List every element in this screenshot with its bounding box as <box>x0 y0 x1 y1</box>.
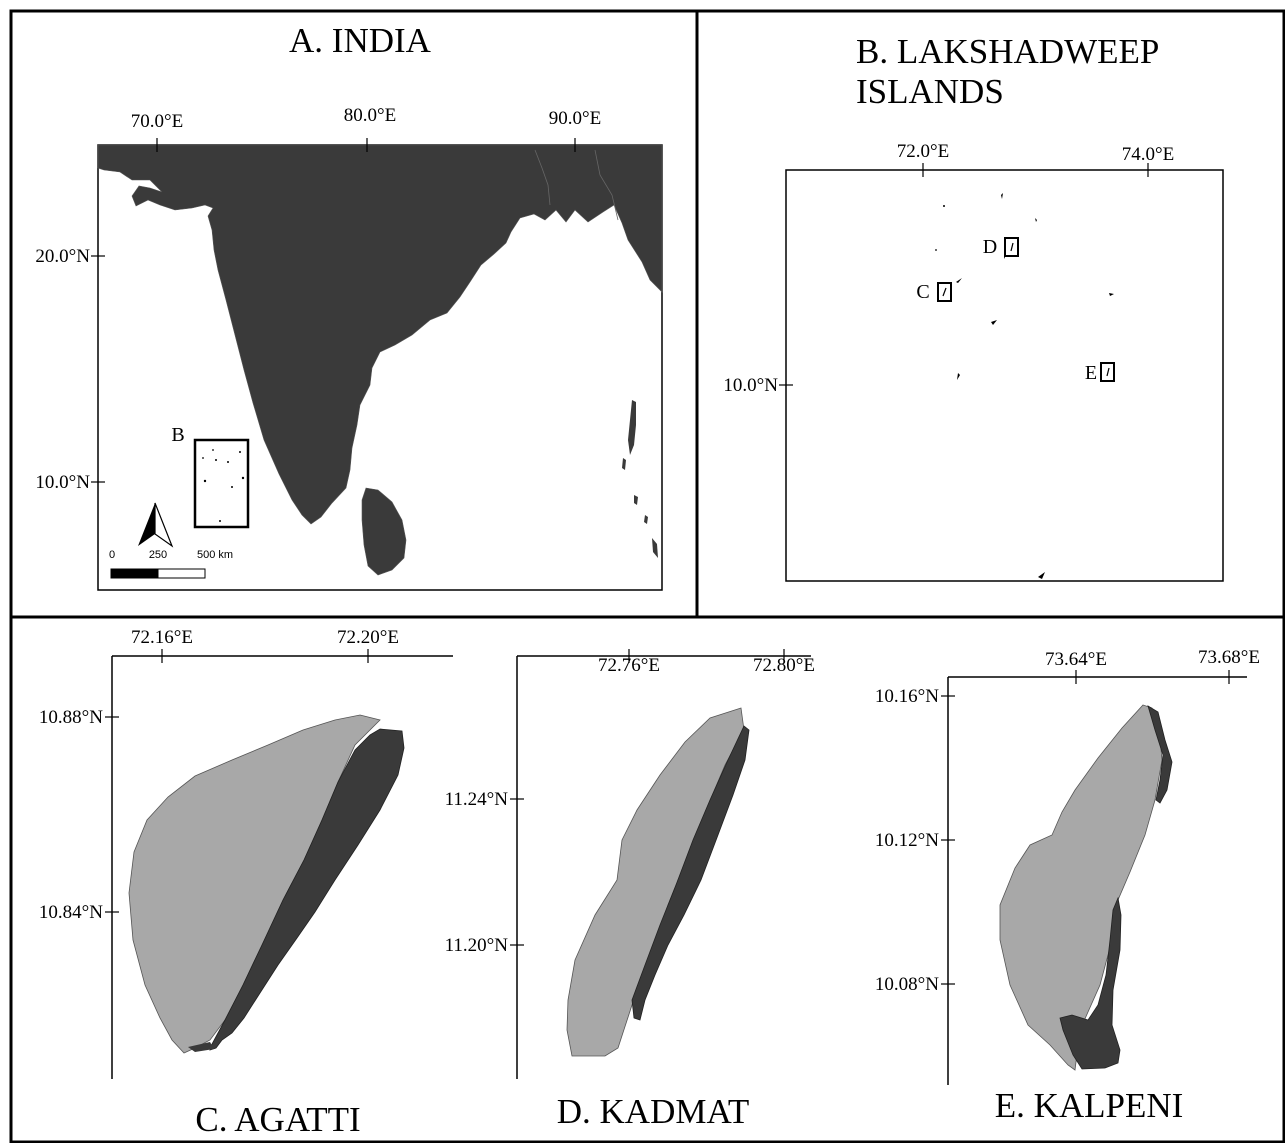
inset-box-d: D <box>983 236 1019 258</box>
tick-label: 72.20°E <box>337 627 399 648</box>
panel-kalpeni: 73.64°E 73.68°E 10.16°N 10.12°N 10.08°N … <box>875 647 1260 1125</box>
panel-kadmat: 72.76°E 72.80°E 11.24°N 11.20°N D. KADMA… <box>445 649 815 1131</box>
kalpeni-land <box>1147 705 1173 804</box>
tick-label: 90.0°E <box>549 108 601 129</box>
inset-label-c: C <box>916 281 929 303</box>
kalpeni-land-south <box>1059 896 1122 1070</box>
tick-label: 10.0°N <box>35 472 90 493</box>
panel-a-title: A. INDIA <box>289 21 432 60</box>
inset-label-e: E <box>1085 362 1097 384</box>
tick-label: 11.24°N <box>445 789 509 810</box>
tick-label: 80.0°E <box>344 105 396 126</box>
kalpeni-lagoon <box>999 704 1163 1071</box>
tick-label: 72.76°E <box>598 655 660 676</box>
tick-label: 10.08°N <box>875 974 939 995</box>
lakshadweep-lat-ticks: 10.0°N <box>723 375 793 396</box>
panel-india: A. INDIA 70.0°E 80.0°E 90.0°E <box>35 21 663 591</box>
kadmat-lon-ticks: 72.76°E 72.80°E <box>598 649 815 676</box>
india-lat-ticks: 20.0°N 10.0°N <box>35 246 105 493</box>
figure-border <box>9 9 1285 1143</box>
kalpeni-lat-ticks: 10.16°N 10.12°N 10.08°N <box>875 686 955 995</box>
lakshadweep-lon-ticks: 72.0°E 74.0°E <box>897 141 1174 177</box>
tick-label: 72.0°E <box>897 141 949 162</box>
kadmat-lat-ticks: 11.24°N 11.20°N <box>445 789 524 956</box>
tick-label: 73.64°E <box>1045 649 1107 670</box>
kalpeni-lon-ticks: 73.64°E 73.68°E <box>1045 647 1260 684</box>
scale-label: 250 <box>149 549 167 561</box>
tick-label: 74.0°E <box>1122 144 1174 165</box>
kadmat-land <box>631 725 750 1021</box>
scale-bar: 0 250 500 km <box>109 549 233 579</box>
tick-label: 10.84°N <box>39 902 103 923</box>
india-landmass <box>97 144 663 576</box>
inset-box-e: E <box>1085 362 1115 384</box>
india-lon-ticks: 70.0°E 80.0°E 90.0°E <box>131 105 601 152</box>
scale-label: 500 km <box>197 549 233 561</box>
inset-label-b: B <box>171 424 184 446</box>
panel-lakshadweep: B. LAKSHADWEEP ISLANDS 72.0°E 74.0°E 10.… <box>723 32 1224 582</box>
panel-e-title: E. KALPENI <box>995 1086 1184 1125</box>
inset-box-c: C <box>916 281 952 303</box>
north-arrow-icon <box>138 502 174 548</box>
panel-b-title-line1: B. LAKSHADWEEP <box>856 32 1159 71</box>
tick-label: 72.16°E <box>131 627 193 648</box>
inset-label-d: D <box>983 236 997 258</box>
panel-d-title: D. KADMAT <box>557 1092 750 1131</box>
inset-box-b: B <box>171 424 250 529</box>
tick-label: 72.80°E <box>753 655 815 676</box>
tick-label: 10.0°N <box>723 375 778 396</box>
panel-agatti: 72.16°E 72.20°E 10.88°N 10.84°N C. AGATT… <box>39 627 453 1139</box>
agatti-lat-ticks: 10.88°N 10.84°N <box>39 707 119 923</box>
tick-label: 73.68°E <box>1198 647 1260 668</box>
panel-c-title: C. AGATTI <box>195 1100 360 1139</box>
tick-label: 10.88°N <box>39 707 103 728</box>
tick-label: 11.20°N <box>445 935 509 956</box>
tick-label: 70.0°E <box>131 111 183 132</box>
tick-label: 10.16°N <box>875 686 939 707</box>
agatti-lon-ticks: 72.16°E 72.20°E <box>131 627 399 663</box>
tick-label: 10.12°N <box>875 830 939 851</box>
panel-b-title-line2: ISLANDS <box>856 72 1004 111</box>
scale-label: 0 <box>109 549 115 561</box>
lakshadweep-map-frame <box>785 169 1224 582</box>
kadmat-lagoon <box>566 707 745 1057</box>
tick-label: 20.0°N <box>35 246 90 267</box>
agatti-land <box>209 728 405 1051</box>
